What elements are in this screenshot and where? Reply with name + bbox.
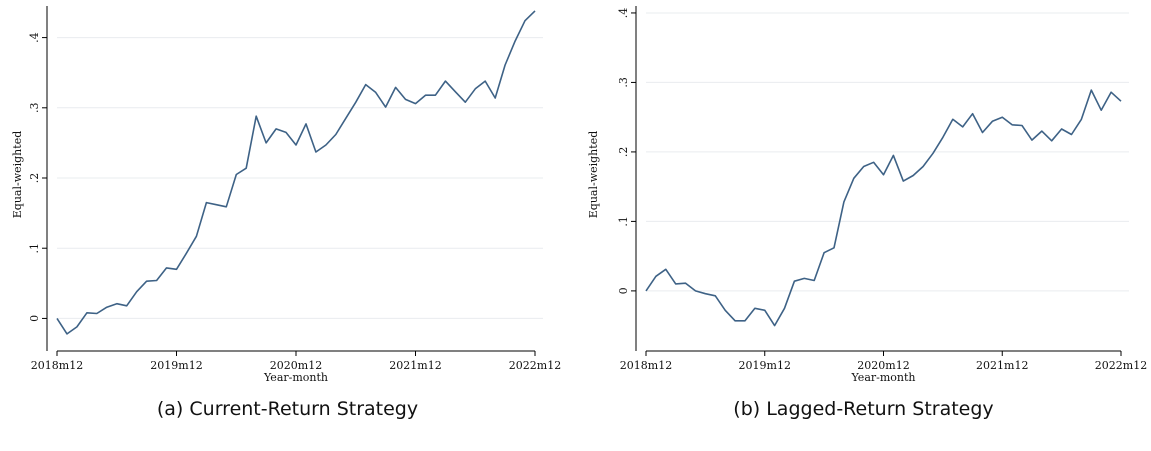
y-tick-label: .1 <box>617 216 630 227</box>
x-tick-label: 2018m12 <box>31 359 83 372</box>
chart-a: 0 .1 .2 .3 .4 2018m12 2019m12 2020m12 2021m12 202… <box>11 6 561 384</box>
y-tick-label: .4 <box>617 8 630 19</box>
x-tick-label: 2019m12 <box>150 359 202 372</box>
series-line-0 <box>56 10 536 335</box>
y-axis-title: Equal-weighted <box>11 131 24 219</box>
panel-a: 0 .1 .2 .3 .4 2018m12 2019m12 2020m12 2021m12 202… <box>0 0 575 451</box>
y-tick-label: .2 <box>617 147 630 158</box>
x-tick-label: 2021m12 <box>976 359 1028 372</box>
y-tick-label: .2 <box>28 173 41 184</box>
y-tick-label: .3 <box>28 103 41 114</box>
y-tick-label: 0 <box>617 287 630 294</box>
y-tick-label: .4 <box>28 32 41 43</box>
x-axis-title: Year-month <box>851 371 916 384</box>
x-tick-label: 2020m12 <box>857 359 909 372</box>
caption-b: (b) Lagged-Return Strategy <box>733 398 994 420</box>
caption-a: (a) Current-Return Strategy <box>156 398 419 420</box>
x-tick-label: 2020m12 <box>270 359 322 372</box>
x-tick-label: 2022m12 <box>509 359 561 372</box>
panel-b: 0 .1 .2 .3 .4 2018m12 2019m12 2020m12 2021m12 202… <box>576 0 1151 451</box>
y-tick-label: .1 <box>28 243 41 254</box>
x-tick-label: 2021m12 <box>389 359 441 372</box>
x-tick-label: 2019m12 <box>739 359 791 372</box>
x-axis-title: Year-month <box>263 371 328 384</box>
chart-b: 0 .1 .2 .3 .4 2018m12 2019m12 2020m12 2021m12 202… <box>587 6 1147 384</box>
y-tick-label: .3 <box>617 77 630 88</box>
series-line-0 <box>645 89 1122 327</box>
y-tick-label: 0 <box>28 315 41 322</box>
y-axis-title: Equal-weighted <box>587 131 600 219</box>
x-tick-label: 2018m12 <box>620 359 672 372</box>
x-tick-label: 2022m12 <box>1095 359 1147 372</box>
